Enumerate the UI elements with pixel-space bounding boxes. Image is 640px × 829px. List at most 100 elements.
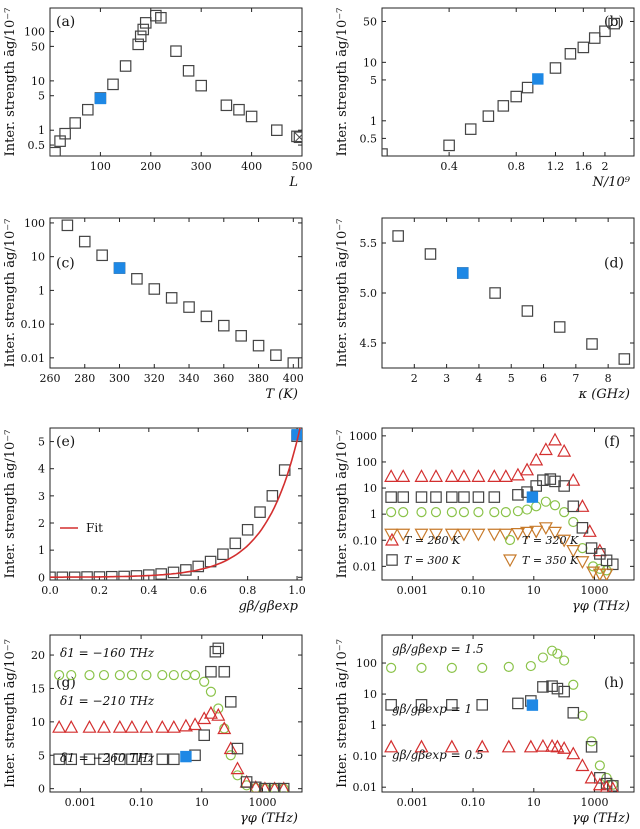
data-point [584,770,599,784]
data-point [489,287,501,299]
data-point [96,719,111,733]
y-tick-label: 50 [363,15,377,28]
x-tick-label: 0.6 [189,584,207,597]
data-point [594,760,605,771]
data-point [119,60,132,72]
legend-marker [504,534,516,546]
data-point [52,719,67,733]
data-point [557,443,572,457]
x-tick-label: 10 [195,796,209,809]
data-point [585,741,598,753]
data-point [558,685,570,698]
data-point [235,330,247,342]
data-point [195,79,207,92]
data-point [386,506,397,518]
legend-marker [384,532,400,546]
x-tick-label: 500 [292,160,313,173]
annotation: gβ/gβexp = 0.5 [392,748,484,762]
x-tick-label: 1000 [249,796,277,809]
data-point [557,740,572,754]
plot-frame [381,634,635,793]
data-point [512,697,524,710]
y-tick-label: 0.01 [353,781,378,794]
y-tick-label: 0.10 [353,750,378,763]
data-point [566,545,581,558]
data-point [137,23,150,36]
data-point [270,349,282,361]
data-point [229,537,242,550]
y-tick-label: 10 [363,56,377,69]
data-point [446,506,457,518]
data-point [414,528,429,542]
y-tick-label: 5.5 [360,237,378,250]
data-point [293,131,302,144]
data-point [586,338,598,350]
data-point [69,117,81,129]
data-point [488,491,501,503]
data-point [277,782,290,792]
data-point-cross-b [293,134,302,143]
data-point [66,669,77,681]
x-tick-label: 0.001 [65,796,97,809]
data-point [416,506,427,518]
x-axis-label: gβ/gβexp [239,599,299,614]
data-point [277,781,290,792]
y-tick-label: 1 [38,544,45,557]
data-point [384,528,399,542]
data-point [473,506,484,518]
panel-8: 0.001 0.10 10 1000 0.01 0.10 1 10 100 (h) γφ (THz)… [335,634,635,826]
data-point [178,718,193,732]
x-tick-label: 0.2 [91,584,109,597]
data-point [559,506,570,518]
data-point [278,464,291,476]
data-point [564,47,577,60]
data-point [567,706,580,719]
data-point [537,681,549,693]
y-tick-label: 4.5 [360,337,378,350]
y-tick-label: 100 [24,26,45,39]
y-tick-label: 3 [38,490,45,503]
data-point [382,148,388,156]
y-axis-label: Inter. strength āg/10⁻⁷ [335,639,350,788]
data-point [608,17,620,30]
data-point [443,139,455,152]
data-point [165,292,178,304]
data-point [155,11,167,24]
y-tick-label: 0.10 [353,534,378,547]
data-point [203,705,218,719]
legend-label: T = 280 K [404,534,461,547]
data-point [568,516,579,528]
data-point [385,699,397,711]
data-point [540,496,551,507]
data-point [112,719,127,733]
data-point [259,781,271,792]
x-tick-label: 280 [74,372,95,385]
x-tick-label: 2 [601,160,608,173]
data-point [245,110,258,123]
data-point [458,506,470,518]
data-point [566,472,581,486]
data-point [241,523,254,536]
data-point [446,699,458,711]
y-tick-label: 10 [31,251,45,264]
panel-3: 260 280 300 320 340 360 380 400 0.01 0.10 1 10 100 (c… [3,217,304,402]
x-tick-label: 1000 [581,796,609,809]
data-point [475,739,490,753]
data-layer [384,645,619,792]
data-point [230,761,245,775]
data-point [224,696,237,708]
annotation: δ1 = −210 THz [60,694,155,708]
data-point [592,777,607,791]
data-point [606,780,619,792]
data-layer [52,642,290,792]
data-point [600,779,614,792]
panel-4: 2 3 4 5 6 7 8 4.5 5.0 5.5 (d) κ (GHz) Inter. strengt… [335,217,635,402]
data-point [501,739,516,753]
x-tick-label: 1.6 [575,160,593,173]
y-tick-label: 10 [31,716,45,729]
data-point [446,662,457,673]
data-layer [384,432,619,580]
data-point [456,528,471,542]
data-point [64,719,79,733]
data-point [140,753,153,766]
